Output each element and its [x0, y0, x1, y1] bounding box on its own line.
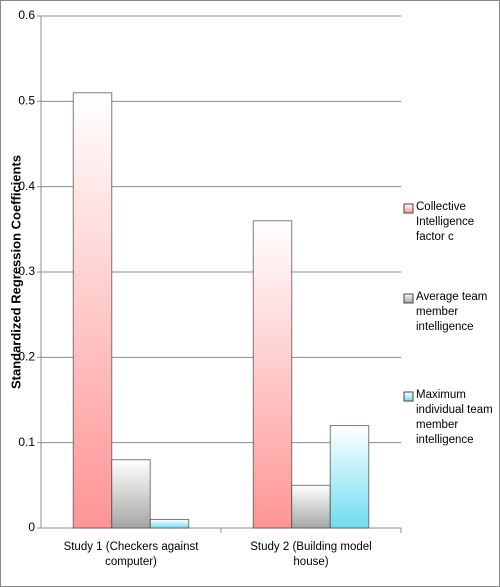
bar	[291, 484, 331, 529]
legend-swatch	[403, 391, 414, 402]
bar	[111, 459, 151, 529]
y-axis-title: Standardized Regression Coefficients	[8, 155, 23, 389]
legend-label: Collective Intelligence factor c	[416, 201, 475, 243]
bar	[72, 92, 113, 529]
y-tick-label: 0.6	[18, 8, 35, 22]
y-tick-label: 0.3	[18, 264, 35, 278]
x-tick-label: Study 2 (Building model house)	[250, 541, 372, 568]
legend-swatch	[403, 203, 414, 214]
y-tick-label: 0.4	[18, 179, 35, 193]
bar	[329, 425, 370, 529]
legend-label: Average team member intelligence	[416, 291, 488, 333]
x-tick-label: Study 1 (Checkers against computer)	[63, 541, 199, 568]
bar	[252, 220, 293, 529]
y-tick-label: 0	[28, 520, 35, 534]
legend-swatch	[403, 293, 414, 304]
y-tick-label: 0.1	[18, 435, 35, 449]
y-tick-label: 0.5	[18, 94, 35, 108]
bar	[149, 518, 190, 529]
y-tick-label: 0.2	[18, 350, 35, 364]
legend-label: Maximum individual team member intellige…	[416, 389, 493, 446]
